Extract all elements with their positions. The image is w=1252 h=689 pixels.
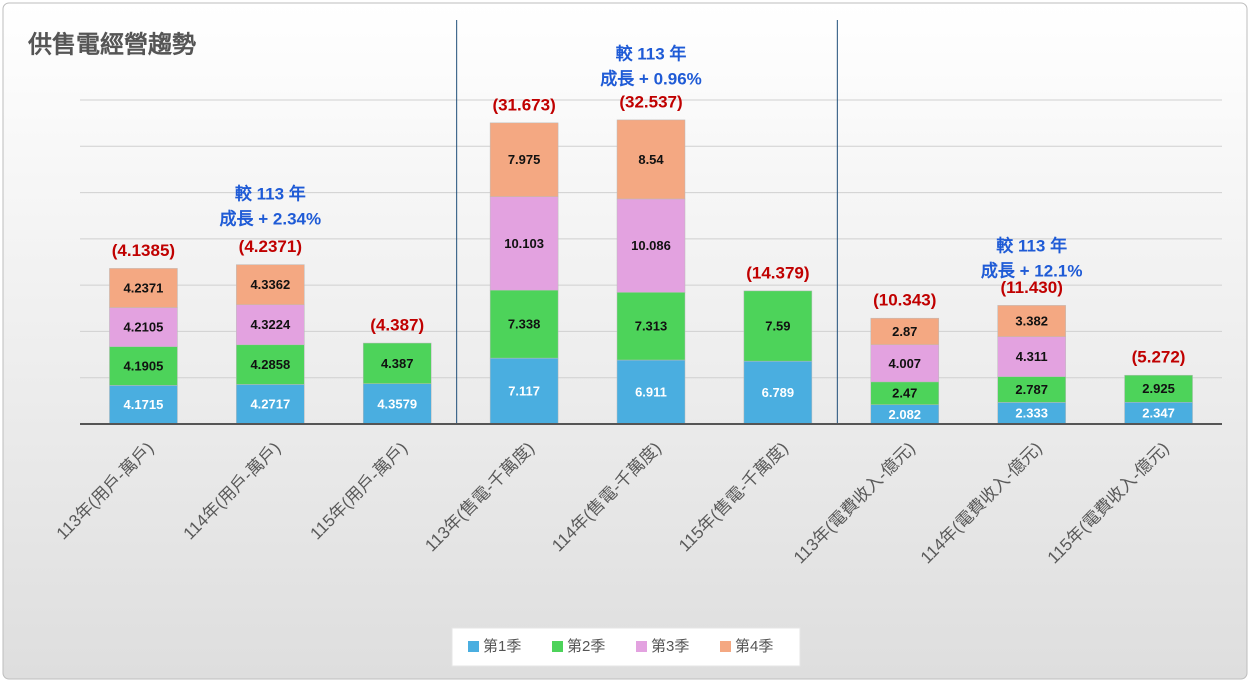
data-label: 4.3224 — [250, 317, 291, 332]
data-label: 4.311 — [1016, 349, 1048, 364]
total-label: (32.537) — [619, 92, 682, 111]
legend-box — [451, 627, 801, 667]
total-label: (10.343) — [873, 291, 936, 310]
data-label: 2.082 — [889, 407, 922, 422]
bar-segment — [489, 357, 559, 425]
data-label: 4.3362 — [250, 277, 290, 292]
bar-segment — [109, 307, 178, 347]
bar-segment — [236, 304, 305, 346]
total-label: (4.1385) — [112, 241, 175, 260]
data-label: 6.789 — [762, 385, 795, 400]
bar-segment — [743, 290, 813, 362]
data-label: 4.2717 — [250, 397, 290, 412]
data-label: 3.382 — [1015, 313, 1048, 328]
legend-swatch — [552, 641, 563, 652]
data-label: 10.103 — [504, 236, 544, 251]
data-label: 7.975 — [508, 152, 541, 167]
legend-label: 第4季 — [735, 637, 773, 655]
bar-segment — [236, 344, 305, 385]
annotation: 較 113 年 — [235, 183, 306, 203]
data-label: 4.2371 — [124, 280, 164, 295]
bar-segment — [489, 289, 559, 359]
total-label: (11.430) — [1000, 278, 1062, 297]
legend-swatch — [636, 641, 647, 652]
data-label: 7.338 — [508, 317, 541, 332]
data-label: 7.117 — [508, 383, 540, 398]
data-label: 7.313 — [635, 319, 668, 334]
data-label: 4.1905 — [124, 358, 164, 373]
legend-label: 第3季 — [651, 637, 689, 655]
bar-segment — [616, 292, 686, 361]
data-label: 2.787 — [1015, 382, 1048, 397]
data-label: 2.347 — [1142, 406, 1175, 421]
legend-swatch — [468, 641, 479, 652]
bar-segment — [362, 383, 432, 425]
data-label: 4.007 — [889, 356, 922, 371]
annotation: 較 113 年 — [616, 43, 687, 63]
data-label: 4.3579 — [377, 396, 417, 411]
bar-segment — [236, 264, 305, 306]
data-label: 4.2105 — [124, 320, 164, 335]
legend-label: 第2季 — [567, 637, 605, 655]
annotation: 較 113 年 — [996, 235, 1067, 255]
data-label: 4.2858 — [250, 357, 290, 372]
data-label: 2.925 — [1142, 381, 1175, 396]
data-label: 2.47 — [892, 386, 917, 401]
total-label: (4.387) — [370, 316, 424, 335]
bar-segment — [109, 346, 178, 386]
data-label: 4.387 — [381, 356, 414, 371]
chart-title: 供售電經營趨勢 — [27, 30, 196, 58]
bar-segment — [1124, 374, 1193, 403]
bar-segment — [616, 198, 686, 293]
bar-segment — [997, 336, 1066, 377]
bar-segment — [236, 384, 305, 425]
legend-label: 第1季 — [483, 637, 521, 655]
data-label: 8.54 — [638, 152, 664, 167]
bar-segment — [362, 342, 432, 384]
bar-segment — [997, 376, 1066, 403]
total-label: (5.272) — [1132, 348, 1186, 367]
total-label: (14.379) — [746, 263, 809, 282]
bar-segment — [109, 385, 178, 425]
bar-segment — [870, 344, 940, 383]
total-label: (31.673) — [492, 95, 555, 114]
data-label: 10.086 — [631, 238, 671, 253]
bar-segment — [616, 119, 686, 200]
bar-segment — [109, 268, 178, 308]
bar-segment — [743, 360, 813, 425]
bar-segment — [489, 122, 559, 197]
total-label: (4.2371) — [239, 237, 302, 256]
legend-swatch — [720, 641, 731, 652]
annotation: 成長 + 12.1% — [981, 260, 1083, 280]
bar-segment — [997, 305, 1066, 337]
bar-segment — [616, 359, 686, 425]
data-label: 7.59 — [765, 318, 790, 333]
annotation: 成長 + 2.34% — [220, 208, 322, 228]
data-label: 6.911 — [635, 384, 667, 399]
data-label: 2.333 — [1015, 406, 1048, 421]
data-label: 2.87 — [892, 324, 917, 339]
annotation: 成長 + 0.96% — [600, 68, 702, 88]
bar-segment — [489, 196, 559, 291]
bar-segment — [870, 317, 940, 346]
data-label: 4.1715 — [124, 397, 164, 412]
